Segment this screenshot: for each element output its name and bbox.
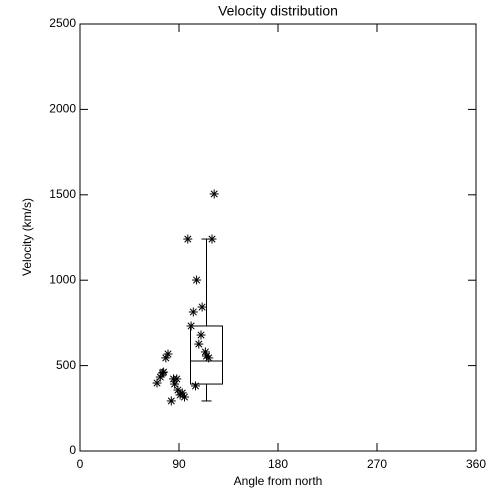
point bbox=[191, 381, 200, 391]
point-stroke bbox=[201, 348, 209, 356]
point-stroke bbox=[208, 235, 216, 243]
point-stroke bbox=[184, 235, 192, 243]
point bbox=[180, 392, 189, 402]
y-tick-label: 1000 bbox=[49, 272, 76, 286]
y-tick-label: 2000 bbox=[49, 102, 76, 116]
y-tick-label: 0 bbox=[69, 443, 76, 457]
point-stroke bbox=[193, 276, 201, 284]
point bbox=[209, 189, 219, 199]
point-stroke bbox=[167, 397, 175, 405]
y-tick-label: 2500 bbox=[49, 16, 76, 30]
box bbox=[190, 325, 223, 385]
point-stroke bbox=[174, 386, 182, 394]
x-tick-label: 0 bbox=[77, 457, 84, 471]
point-stroke bbox=[160, 368, 168, 376]
point bbox=[163, 349, 173, 359]
point bbox=[197, 302, 207, 312]
point bbox=[192, 275, 202, 285]
point bbox=[170, 379, 180, 389]
point bbox=[183, 234, 193, 244]
point bbox=[196, 330, 206, 340]
y-axis-label: Velocity (km/s) bbox=[20, 198, 34, 276]
point-stroke bbox=[197, 331, 205, 339]
point bbox=[172, 374, 182, 384]
point-stroke bbox=[180, 393, 189, 401]
x-tick-label: 270 bbox=[367, 457, 387, 471]
x-tick-label: 360 bbox=[466, 457, 486, 471]
point-stroke bbox=[164, 350, 172, 358]
point bbox=[188, 307, 198, 317]
point-stroke bbox=[153, 379, 161, 387]
point-stroke bbox=[198, 303, 206, 311]
y-tick-label: 1500 bbox=[49, 187, 76, 201]
chart-title: Velocity distribution bbox=[218, 3, 338, 19]
point bbox=[159, 367, 169, 377]
y-tick-label: 500 bbox=[56, 358, 76, 372]
point bbox=[194, 339, 204, 349]
point-stroke bbox=[189, 308, 197, 316]
point bbox=[207, 234, 217, 244]
point-stroke bbox=[173, 375, 181, 383]
point bbox=[166, 396, 176, 406]
point bbox=[155, 372, 165, 382]
x-axis-label: Angle from north bbox=[234, 474, 323, 488]
x-tick-label: 180 bbox=[268, 457, 288, 471]
point-stroke bbox=[210, 190, 218, 198]
x-tick-label: 90 bbox=[172, 457, 186, 471]
point-stroke bbox=[195, 340, 203, 348]
point-stroke bbox=[205, 354, 213, 362]
plot-frame bbox=[79, 23, 477, 452]
point-stroke bbox=[178, 389, 186, 397]
